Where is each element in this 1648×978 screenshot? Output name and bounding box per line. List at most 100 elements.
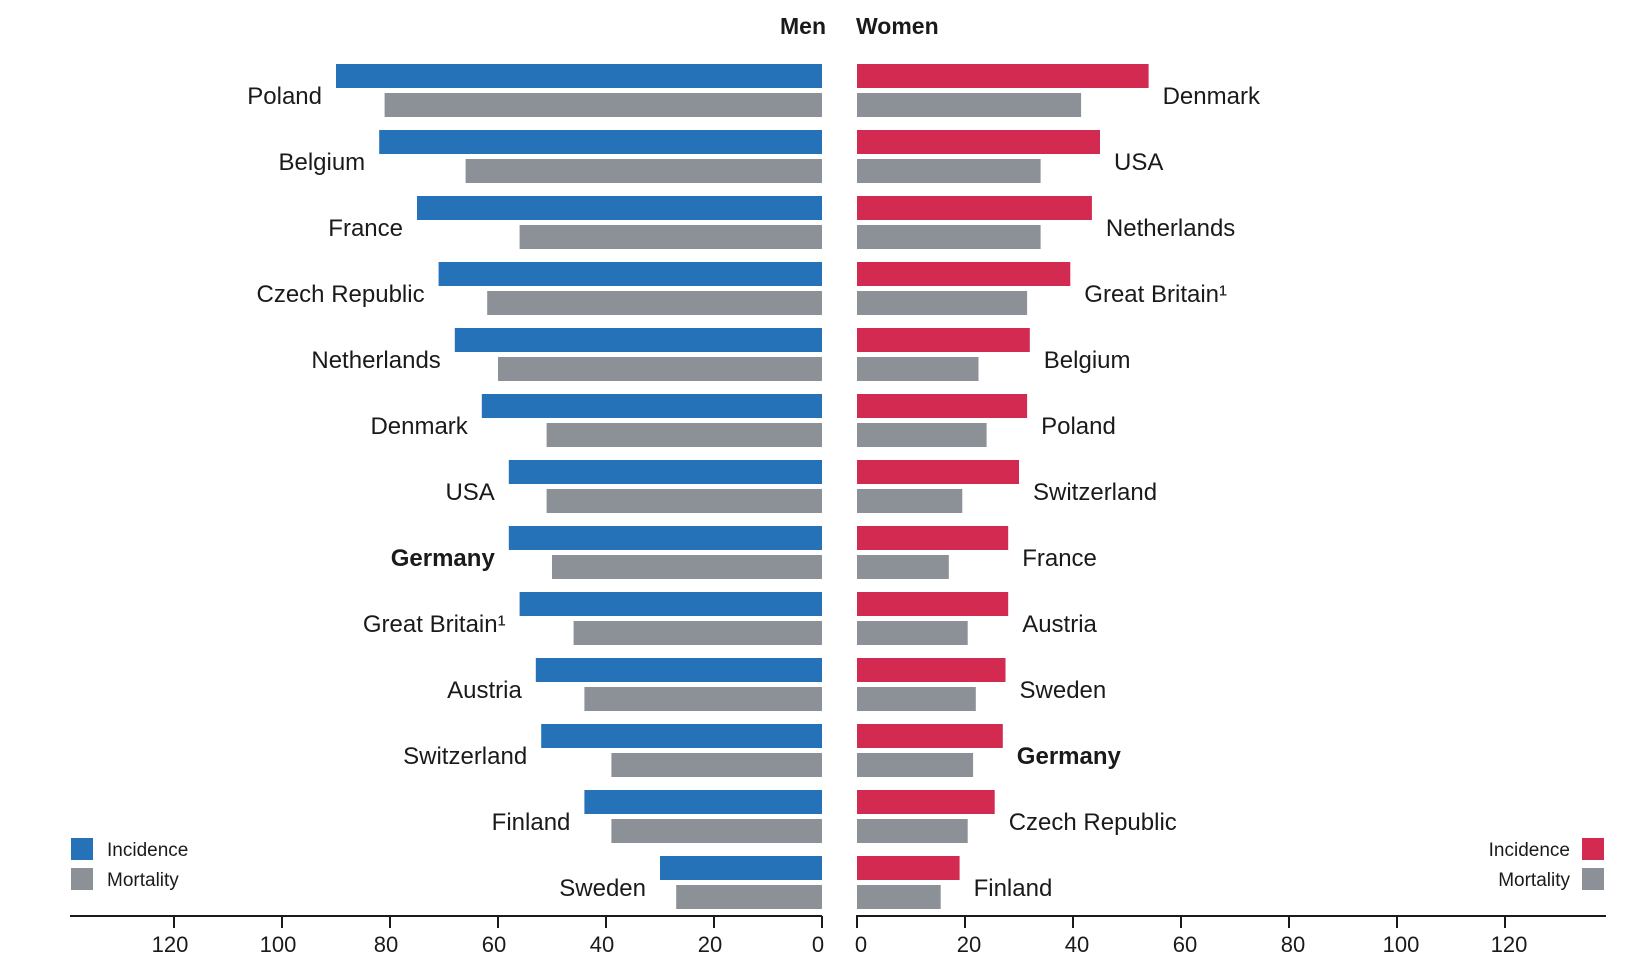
women-legend: Incidence Mortality — [1489, 838, 1604, 891]
women-category-label-great-britain: Great Britain¹ — [1084, 281, 1227, 308]
women-incidence-bar-sweden — [857, 658, 1006, 682]
men-category-label-czech-republic: Czech Republic — [257, 281, 425, 308]
women-incidence-bar-usa — [857, 130, 1100, 154]
women-incidence-bar-denmark — [857, 64, 1149, 88]
men-mortality-bar-belgium — [465, 159, 822, 183]
women-tick-label-100: 100 — [1383, 932, 1420, 957]
women-incidence-bar-netherlands — [857, 196, 1092, 220]
women-mortality-bar-denmark — [857, 93, 1082, 117]
men-mortality-bar-denmark — [546, 423, 822, 447]
men-legend: Incidence Mortality — [71, 838, 188, 891]
women-category-label-denmark: Denmark — [1163, 83, 1261, 110]
women-mortality-bar-great-britain — [857, 291, 1028, 315]
men-mortality-bar-poland — [384, 93, 822, 117]
men-bars — [336, 64, 822, 909]
men-legend-mortality-label: Mortality — [107, 870, 179, 891]
women-mortality-bar-austria — [857, 621, 968, 645]
men-mortality-bar-finland — [611, 819, 822, 843]
women-category-label-france: France — [1022, 545, 1097, 572]
men-mortality-bar-great-britain — [573, 621, 822, 645]
women-category-label-switzerland: Switzerland — [1033, 479, 1157, 506]
men-tick-label-20: 20 — [698, 932, 722, 957]
women-mortality-bar-belgium — [857, 357, 979, 381]
men-panel-title: Men — [780, 13, 826, 39]
women-mortality-bar-france — [857, 555, 949, 579]
women-tick-label-120: 120 — [1491, 932, 1528, 957]
men-incidence-bar-finland — [584, 790, 822, 814]
men-axis-ticks: 0 20 40 60 80 100 120 — [152, 916, 824, 957]
women-incidence-bar-belgium — [857, 328, 1030, 352]
men-incidence-bar-netherlands — [454, 328, 822, 352]
men-category-label-great-britain: Great Britain¹ — [363, 611, 506, 638]
men-tick-label-100: 100 — [260, 932, 297, 957]
women-category-label-poland: Poland — [1041, 413, 1116, 440]
women-tick-label-20: 20 — [957, 932, 981, 957]
women-mortality-bar-finland — [857, 885, 941, 909]
men-incidence-bar-great-britain — [519, 592, 822, 616]
women-legend-mortality-swatch — [1582, 868, 1604, 890]
men-category-label-poland: Poland — [247, 83, 322, 110]
women-panel: Women Denmark USA Netherlands Great Britain… — [855, 13, 1606, 957]
women-mortality-bar-sweden — [857, 687, 976, 711]
men-mortality-bar-netherlands — [498, 357, 822, 381]
women-category-label-austria: Austria — [1022, 611, 1097, 638]
men-incidence-bar-austria — [535, 658, 822, 682]
women-mortality-bar-czech-republic — [857, 819, 968, 843]
men-incidence-bar-usa — [508, 460, 822, 484]
men-legend-mortality-swatch — [71, 868, 93, 890]
women-category-label-finland: Finland — [974, 875, 1053, 902]
men-category-label-austria: Austria — [447, 677, 522, 704]
men-category-label-france: France — [328, 215, 403, 242]
women-tick-label-0: 0 — [855, 932, 867, 957]
men-incidence-bar-denmark — [481, 394, 822, 418]
men-incidence-bar-poland — [336, 64, 822, 88]
women-category-label-belgium: Belgium — [1044, 347, 1131, 374]
women-category-label-czech-republic: Czech Republic — [1009, 809, 1177, 836]
men-mortality-bar-czech-republic — [487, 291, 822, 315]
women-tick-label-40: 40 — [1065, 932, 1089, 957]
women-panel-title: Women — [856, 13, 939, 39]
men-category-label-finland: Finland — [492, 809, 571, 836]
women-incidence-bar-poland — [857, 394, 1028, 418]
men-incidence-bar-france — [417, 196, 822, 220]
women-category-label-netherlands: Netherlands — [1106, 215, 1235, 242]
men-incidence-bar-sweden — [660, 856, 822, 880]
women-mortality-bar-switzerland — [857, 489, 963, 513]
men-incidence-bar-germany — [508, 526, 822, 550]
women-incidence-bar-germany — [857, 724, 1003, 748]
women-legend-incidence-swatch — [1582, 838, 1604, 860]
women-incidence-bar-great-britain — [857, 262, 1071, 286]
men-incidence-bar-czech-republic — [438, 262, 822, 286]
men-category-labels: Poland Belgium France Czech Republic Netherl… — [247, 83, 646, 902]
men-category-label-germany: Germany — [391, 545, 496, 572]
men-category-label-belgium: Belgium — [278, 149, 365, 176]
women-mortality-bar-germany — [857, 753, 974, 777]
women-category-labels: Denmark USA Netherlands Great Britain¹ Belgi… — [974, 83, 1261, 902]
men-mortality-bar-germany — [552, 555, 822, 579]
women-incidence-bar-finland — [857, 856, 960, 880]
women-tick-label-80: 80 — [1281, 932, 1305, 957]
men-tick-label-80: 80 — [374, 932, 398, 957]
women-mortality-bar-poland — [857, 423, 987, 447]
men-incidence-bar-belgium — [379, 130, 822, 154]
women-category-label-sweden: Sweden — [1020, 677, 1107, 704]
women-incidence-bar-austria — [857, 592, 1009, 616]
men-mortality-bar-usa — [546, 489, 822, 513]
men-mortality-bar-sweden — [676, 885, 822, 909]
men-legend-incidence-swatch — [71, 838, 93, 860]
women-bars — [857, 64, 1149, 909]
men-category-label-usa: USA — [445, 479, 494, 506]
men-incidence-bar-switzerland — [541, 724, 822, 748]
women-incidence-bar-france — [857, 526, 1009, 550]
women-incidence-bar-switzerland — [857, 460, 1019, 484]
women-tick-label-60: 60 — [1173, 932, 1197, 957]
men-mortality-bar-switzerland — [611, 753, 822, 777]
men-tick-label-60: 60 — [482, 932, 506, 957]
women-legend-mortality-label: Mortality — [1498, 870, 1570, 891]
women-mortality-bar-usa — [857, 159, 1041, 183]
men-tick-label-40: 40 — [590, 932, 614, 957]
women-mortality-bar-netherlands — [857, 225, 1041, 249]
men-tick-label-120: 120 — [152, 932, 189, 957]
women-category-label-germany: Germany — [1017, 743, 1122, 770]
